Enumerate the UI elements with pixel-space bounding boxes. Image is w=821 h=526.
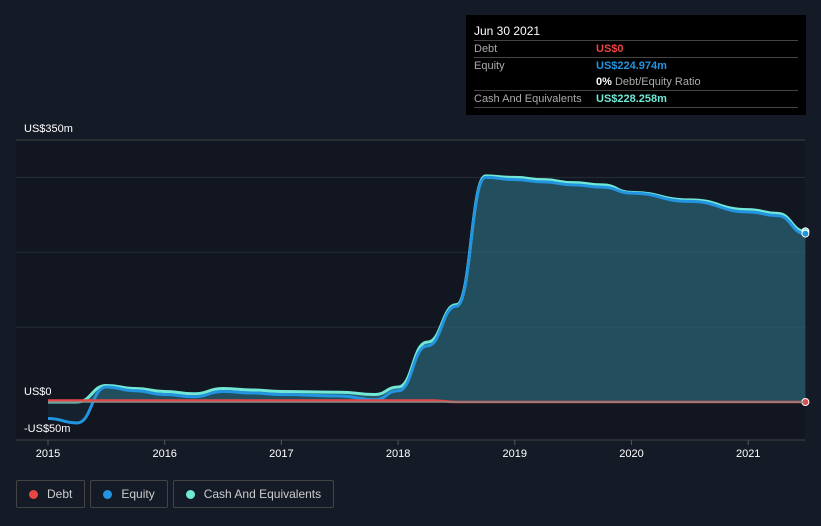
x-tick-label: 2015 [36, 448, 60, 460]
debt-label: Debt [474, 43, 498, 55]
legend-equity[interactable]: Equity [90, 480, 168, 508]
x-tick-label: 2016 [152, 448, 176, 460]
area-equity [48, 177, 806, 423]
ratio-value: 0% [596, 76, 612, 88]
tooltip: Jun 30 2021 Debt US$0 Equity US$224.974m 0… [466, 15, 806, 115]
legend-cash[interactable]: Cash And Equivalents [172, 480, 335, 508]
debt-dot-icon [29, 489, 38, 499]
x-tick-label: 2019 [503, 448, 527, 460]
equity-label: Equity [474, 60, 505, 72]
cash-label: Cash And Equivalents [474, 93, 582, 105]
legend-label: Cash And Equivalents [203, 487, 322, 501]
line-equity [47, 175, 806, 425]
debt-value: US$0 [596, 43, 624, 55]
end-point [801, 229, 810, 238]
legend-debt[interactable]: Debt [16, 480, 86, 508]
cash-value: US$228.258m [596, 93, 667, 105]
area-cash-and-equivalents [48, 175, 806, 402]
tooltip-date: Jun 30 2021 [474, 24, 541, 38]
y-tick-label: US$0 [24, 386, 52, 398]
x-tick-label: 2020 [619, 448, 643, 460]
legend-label: Equity [121, 487, 155, 501]
equity-value: US$224.974m [596, 60, 667, 72]
x-tick-label: 2021 [736, 448, 760, 460]
ratio-label: Debt/Equity Ratio [614, 76, 701, 88]
equity-dot-icon [103, 489, 113, 499]
chart: US$350m US$0 -US$50m 2015 2016 2017 2018 2019 20… [16, 123, 810, 460]
legend-label: Debt [47, 487, 73, 501]
y-tick-label: US$350m [24, 123, 73, 135]
cash-dot-icon [185, 489, 195, 499]
legend: Debt Equity Cash And Equivalents [16, 480, 335, 508]
y-tick-label: -US$50m [24, 423, 70, 435]
x-tick-label: 2017 [269, 448, 293, 460]
x-tick-label: 2018 [386, 448, 410, 460]
